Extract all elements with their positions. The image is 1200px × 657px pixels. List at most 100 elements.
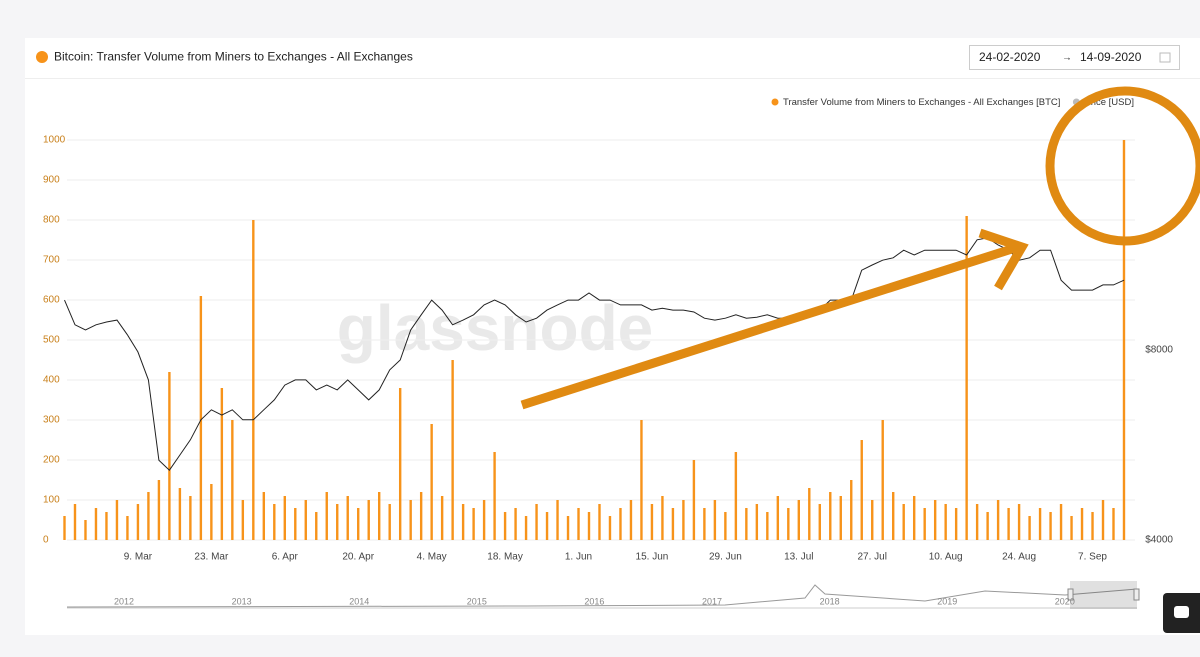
x-tick-label: 1. Jun: [565, 552, 592, 563]
bar: [115, 500, 119, 540]
bar: [73, 504, 77, 540]
bar: [996, 500, 1000, 540]
annotation-arrow: [520, 243, 1017, 410]
bar: [619, 508, 622, 540]
bar: [440, 496, 444, 540]
date-from[interactable]: 24-02-2020: [979, 50, 1041, 64]
bar: [472, 508, 475, 540]
bar: [975, 504, 979, 540]
bar: [755, 504, 759, 540]
chat-button[interactable]: [1163, 593, 1200, 633]
bar: [262, 492, 266, 540]
bar: [1038, 508, 1042, 540]
bar: [1070, 516, 1073, 540]
bar: [703, 508, 706, 540]
bar: [1049, 512, 1052, 540]
x-tick-label: 6. Apr: [272, 552, 299, 563]
bar: [692, 460, 696, 540]
y-tick-label: 700: [43, 255, 60, 266]
bar: [965, 216, 968, 540]
bar: [430, 424, 433, 540]
bar: [912, 496, 916, 540]
bar: [1007, 508, 1010, 540]
bar: [273, 504, 276, 540]
bar: [482, 500, 486, 540]
bar: [1059, 504, 1063, 540]
navigator-label: 2018: [820, 596, 840, 606]
bar: [871, 500, 874, 540]
price-line: [64, 237, 1125, 471]
navigator-line: [66, 584, 1138, 608]
bar: [388, 504, 391, 540]
bar: [766, 512, 769, 540]
bar: [608, 516, 612, 540]
navigator-handle[interactable]: [1067, 588, 1074, 601]
x-tick-label: 4. May: [417, 552, 447, 563]
bar: [357, 508, 360, 540]
chart-title: Bitcoin: Transfer Volume from Miners to …: [54, 50, 413, 64]
x-tick-label: 18. May: [487, 552, 523, 563]
bar: [933, 500, 937, 540]
legend-label: Price [USD]: [1084, 97, 1134, 108]
bar: [986, 512, 989, 540]
bar: [1080, 508, 1084, 540]
bar: [640, 420, 643, 540]
navigator-label: 2014: [349, 596, 369, 606]
bar: [1017, 504, 1021, 540]
bar: [556, 500, 559, 540]
bar: [367, 500, 370, 540]
bar: [734, 452, 738, 540]
calendar-icon[interactable]: [1159, 52, 1171, 63]
bar: [346, 496, 349, 540]
y-tick-label: 800: [43, 215, 60, 226]
watermark: glassnode: [337, 292, 654, 364]
x-tick-label: 29. Jun: [709, 552, 742, 563]
bar: [136, 504, 140, 540]
legend-marker: [771, 98, 779, 106]
chart-card: Bitcoin: Transfer Volume from Miners to …: [25, 38, 1200, 635]
bar: [682, 500, 685, 540]
y-tick-label: 100: [43, 495, 60, 506]
y-tick-label: 500: [43, 335, 60, 346]
bar: [84, 520, 87, 540]
bar: [461, 504, 465, 540]
navigator-handle[interactable]: [1133, 588, 1140, 601]
bar: [598, 504, 601, 540]
x-tick-label: 15. Jun: [636, 552, 669, 563]
bar: [94, 508, 98, 540]
bar: [577, 508, 580, 540]
x-tick-label: 7. Sep: [1078, 552, 1107, 563]
bar: [566, 516, 570, 540]
x-tick-label: 10. Aug: [929, 552, 963, 563]
y-tick-label: 900: [43, 175, 60, 186]
navigator-label: 2020: [1055, 596, 1075, 606]
bar: [419, 492, 423, 540]
y-tick-label: 200: [43, 455, 60, 466]
x-tick-label: 9. Mar: [124, 552, 153, 563]
bar: [252, 220, 255, 540]
bar: [902, 504, 905, 540]
date-to[interactable]: 14-09-2020: [1080, 50, 1142, 64]
bar: [661, 496, 664, 540]
bar: [881, 420, 884, 540]
navigator-selection[interactable]: [1070, 581, 1137, 609]
bar: [944, 504, 947, 540]
bar: [514, 508, 517, 540]
date-arrow: →: [1062, 53, 1072, 64]
y2-tick-label: $8000: [1145, 345, 1173, 356]
bar: [671, 508, 675, 540]
bar: [168, 372, 171, 540]
bar: [1112, 508, 1115, 540]
x-tick-label: 20. Apr: [342, 552, 374, 563]
bar: [954, 508, 958, 540]
x-tick-label: 23. Mar: [194, 552, 229, 563]
bar: [378, 492, 381, 540]
bar: [503, 512, 507, 540]
date-range-input[interactable]: [969, 45, 1180, 70]
bar: [713, 500, 717, 540]
navigator-label: 2015: [467, 596, 487, 606]
bar: [629, 500, 633, 540]
y-tick-label: 600: [43, 295, 60, 306]
bar: [147, 492, 150, 540]
bar: [535, 504, 538, 540]
